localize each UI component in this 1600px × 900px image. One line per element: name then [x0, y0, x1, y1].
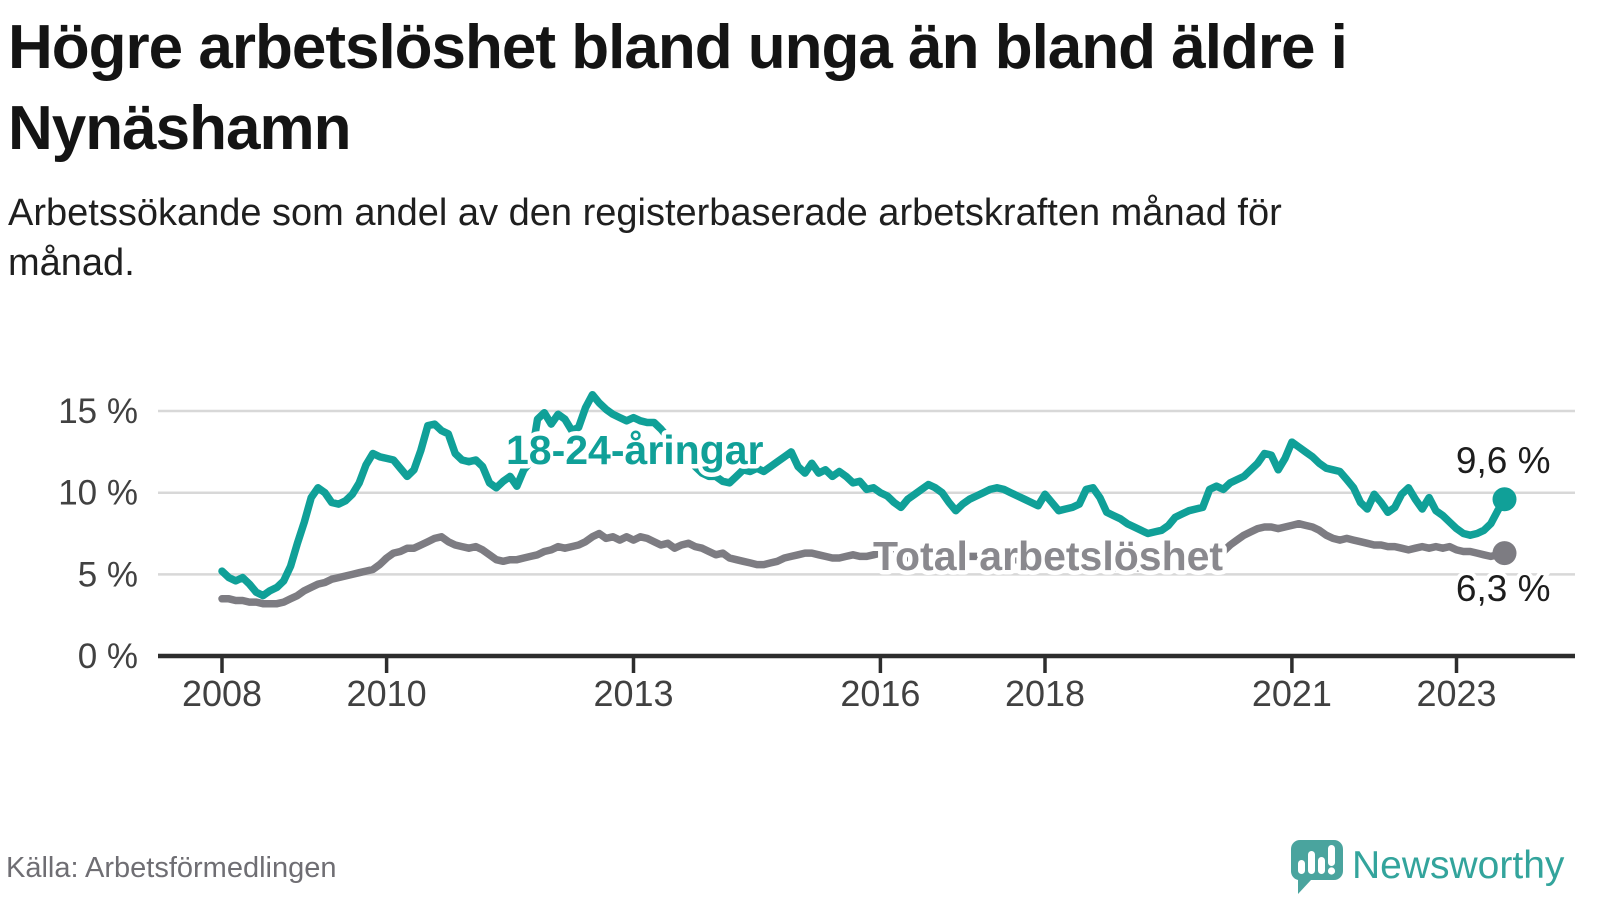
x-tick-label-2008: 2008	[182, 673, 262, 714]
logo-exclamation-dot	[1327, 867, 1336, 875]
page-title: Högre arbetslöshet bland unga än bland ä…	[8, 13, 1348, 163]
logo-bar-2	[1308, 851, 1315, 874]
logo-bar-3	[1318, 857, 1325, 874]
end-dot-youth	[1492, 487, 1517, 512]
series-label-total: Total arbetslöshet	[873, 533, 1223, 579]
y-tick-label-15: 15 %	[58, 392, 138, 431]
logo-bar-1	[1298, 860, 1305, 874]
brand-name: Newsworthy	[1352, 844, 1565, 887]
series-line-youth	[218, 390, 1509, 600]
x-tick-label-2010: 2010	[347, 673, 427, 714]
y-tick-label-5: 5 %	[78, 555, 138, 594]
end-label-total: 6,3 %	[1456, 568, 1551, 609]
x-tick-label-2021: 2021	[1252, 673, 1332, 714]
newsworthy-logo-icon	[1290, 840, 1343, 894]
x-tick-label-2018: 2018	[1005, 673, 1085, 714]
x-tick-label-2023: 2023	[1416, 673, 1496, 714]
unemployment-line-chart: 0 % 5 % 10 % 15 % 2008 2010 2013 2016 2018 2021 20…	[58, 390, 1575, 714]
series-label-youth: 18-24-åringar	[506, 427, 764, 473]
logo-exclamation-bar	[1328, 845, 1335, 866]
y-tick-label-0: 0 %	[78, 637, 138, 676]
x-tick-label-2013: 2013	[593, 673, 673, 714]
page-subtitle: Arbetssökande som andel av den registerb…	[8, 192, 1282, 285]
y-tick-label-10: 10 %	[58, 474, 138, 513]
series-line-total	[218, 519, 1509, 608]
end-dot-total	[1492, 541, 1517, 566]
source-note: Källa: Arbetsförmedlingen	[6, 852, 337, 884]
x-tick-label-2016: 2016	[840, 673, 920, 714]
end-label-youth: 9,6 %	[1456, 440, 1551, 481]
